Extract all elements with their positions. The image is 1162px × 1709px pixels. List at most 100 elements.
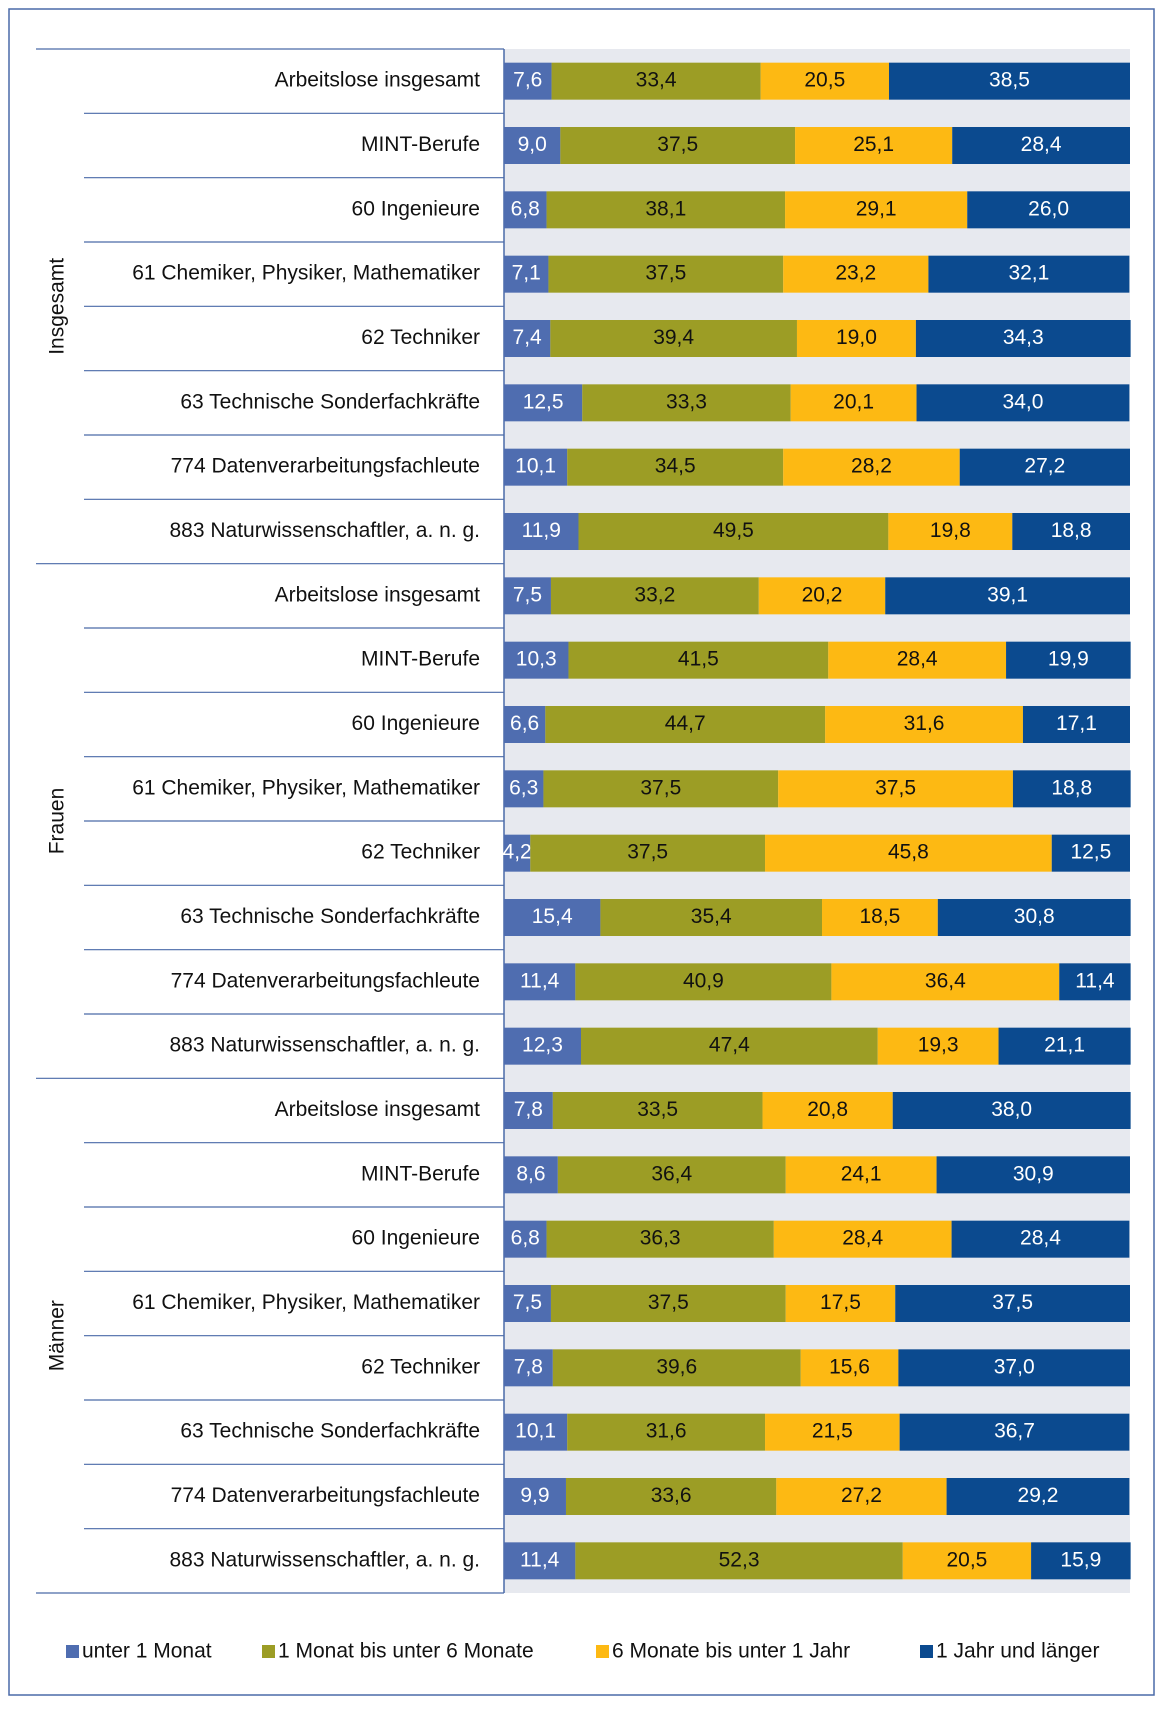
value-label: 20,8 bbox=[807, 1098, 848, 1121]
bar-segment bbox=[552, 1092, 763, 1129]
category-label: Arbeitslose insgesamt bbox=[275, 69, 481, 92]
value-label: 30,8 bbox=[1014, 905, 1055, 928]
value-label: 21,5 bbox=[812, 1420, 853, 1443]
value-label: 40,9 bbox=[683, 969, 724, 992]
legend-label: 6 Monate bis unter 1 Jahr bbox=[612, 1640, 850, 1663]
bar-segment bbox=[790, 384, 917, 422]
bar-segment bbox=[580, 1027, 878, 1065]
value-label: 6,8 bbox=[511, 1227, 540, 1250]
bar-segment bbox=[946, 1478, 1130, 1515]
bar-segment bbox=[1022, 706, 1130, 743]
bar-segment bbox=[504, 577, 551, 615]
bar-segment bbox=[765, 1413, 900, 1451]
group-label: Frauen bbox=[46, 788, 69, 855]
value-label: 28,4 bbox=[1021, 133, 1062, 156]
value-label: 28,4 bbox=[842, 1227, 883, 1250]
bar-segment bbox=[762, 1092, 893, 1129]
value-label: 36,4 bbox=[925, 969, 966, 992]
value-label: 18,8 bbox=[1051, 519, 1092, 542]
bar-segment bbox=[582, 384, 791, 422]
bar-segment bbox=[504, 320, 551, 357]
bar-segment bbox=[795, 127, 953, 164]
bar-segment bbox=[504, 62, 552, 100]
bar-segment bbox=[504, 513, 579, 550]
bar-segment bbox=[915, 320, 1131, 357]
value-label: 18,8 bbox=[1051, 776, 1092, 799]
value-label: 33,2 bbox=[634, 583, 675, 606]
value-label: 37,0 bbox=[994, 1355, 1035, 1378]
value-label: 36,3 bbox=[640, 1227, 681, 1250]
bar-segment bbox=[575, 963, 832, 1001]
bar-segment bbox=[504, 1413, 568, 1451]
bar-segment bbox=[504, 641, 569, 679]
bar-segment bbox=[504, 1220, 547, 1258]
category-label: 63 Technische Sonderfachkräfte bbox=[180, 905, 480, 928]
bar-segment bbox=[504, 1349, 553, 1387]
value-label: 30,9 bbox=[1013, 1162, 1054, 1185]
bar-segment bbox=[899, 1413, 1130, 1451]
category-label: MINT-Berufe bbox=[361, 1162, 480, 1185]
value-label: 39,6 bbox=[656, 1355, 697, 1378]
value-label: 19,9 bbox=[1048, 648, 1089, 671]
legend-swatch bbox=[262, 1645, 275, 1658]
group-label: Männer bbox=[46, 1300, 69, 1371]
legend-label: 1 Monat bis unter 6 Monate bbox=[278, 1640, 534, 1663]
bar-segment bbox=[504, 1478, 566, 1515]
value-label: 37,5 bbox=[657, 133, 698, 156]
value-label: 7,8 bbox=[514, 1098, 543, 1121]
value-label: 34,5 bbox=[655, 455, 696, 478]
value-label: 29,2 bbox=[1018, 1484, 1059, 1507]
bar-segment bbox=[568, 641, 829, 679]
bar-segment bbox=[828, 641, 1007, 679]
value-label: 19,8 bbox=[930, 519, 971, 542]
category-label: MINT-Berufe bbox=[361, 648, 480, 671]
value-label: 7,5 bbox=[513, 583, 542, 606]
bar-segment bbox=[548, 255, 784, 293]
value-label: 7,5 bbox=[513, 1291, 542, 1314]
legend-swatch bbox=[920, 1645, 933, 1658]
bar-segment bbox=[550, 320, 797, 357]
bar-segment bbox=[550, 577, 759, 615]
bar-segment bbox=[800, 1349, 899, 1387]
value-label: 34,0 bbox=[1003, 390, 1044, 413]
category-label: 60 Ingenieure bbox=[352, 1227, 480, 1250]
value-label: 36,7 bbox=[994, 1420, 1035, 1443]
bar-segment bbox=[546, 191, 786, 229]
bar-segment bbox=[600, 899, 823, 936]
category-label: 60 Ingenieure bbox=[352, 197, 480, 220]
bar-segment bbox=[1012, 770, 1131, 808]
value-label: 29,1 bbox=[856, 197, 897, 220]
value-label: 28,4 bbox=[1020, 1227, 1061, 1250]
value-label: 12,5 bbox=[1070, 841, 1111, 864]
bar-segment bbox=[885, 577, 1130, 615]
value-label: 37,5 bbox=[640, 776, 681, 799]
value-label: 39,4 bbox=[653, 326, 694, 349]
bar-segment bbox=[551, 62, 761, 100]
value-label: 25,1 bbox=[853, 133, 894, 156]
value-label: 12,3 bbox=[522, 1034, 563, 1057]
bar-segment bbox=[546, 1220, 774, 1258]
bar-segment bbox=[937, 899, 1131, 936]
category-label: 774 Datenverarbeitungsfachleute bbox=[171, 1484, 480, 1507]
value-label: 15,9 bbox=[1060, 1548, 1101, 1571]
bar-segment bbox=[1059, 963, 1131, 1001]
value-label: 33,6 bbox=[651, 1484, 692, 1507]
value-label: 38,1 bbox=[645, 197, 686, 220]
bar-segment bbox=[560, 127, 796, 164]
value-label: 11,4 bbox=[520, 1548, 560, 1571]
value-label: 34,3 bbox=[1003, 326, 1044, 349]
category-label: 60 Ingenieure bbox=[352, 712, 480, 735]
bar-segment bbox=[959, 448, 1130, 486]
category-label: 883 Naturwissenschaftler, a. n. g. bbox=[170, 519, 481, 542]
category-label: 62 Techniker bbox=[361, 326, 480, 349]
value-label: 7,4 bbox=[513, 326, 543, 349]
value-label: 33,4 bbox=[636, 69, 677, 92]
bar-segment bbox=[504, 1156, 558, 1194]
bar-segment bbox=[888, 513, 1013, 550]
value-label: 10,1 bbox=[515, 1420, 556, 1443]
bar-segment bbox=[504, 255, 549, 293]
value-label: 28,4 bbox=[897, 648, 938, 671]
value-label: 10,1 bbox=[515, 455, 556, 478]
category-label: 62 Techniker bbox=[361, 1355, 480, 1378]
value-label: 9,0 bbox=[518, 133, 547, 156]
